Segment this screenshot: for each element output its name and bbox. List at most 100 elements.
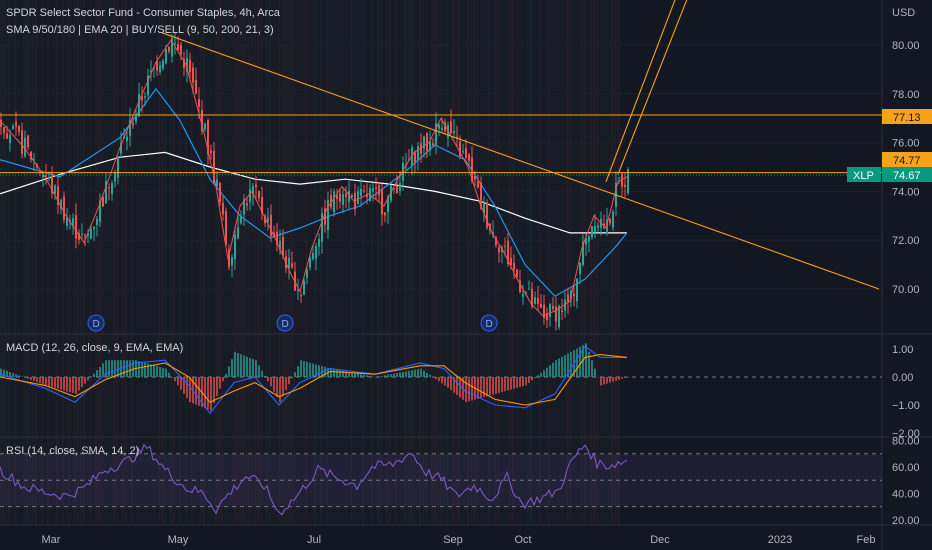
candle-body xyxy=(114,172,116,182)
candle-body xyxy=(477,181,479,188)
levels-layer xyxy=(0,114,882,176)
candle-body xyxy=(186,58,188,72)
macd-histogram-bar xyxy=(165,368,167,377)
candle-body xyxy=(225,211,227,245)
candle-body xyxy=(129,119,131,136)
chart-title[interactable]: SPDR Select Sector Fund - Consumer Stapl… xyxy=(6,7,281,19)
macd-histogram-bar xyxy=(405,371,407,377)
dividend-marker[interactable] xyxy=(87,314,105,332)
candle-body xyxy=(396,185,398,194)
macd-histogram-bar xyxy=(93,373,95,377)
candle-body xyxy=(483,203,485,214)
candle-body xyxy=(582,241,584,265)
macd-histogram-bar xyxy=(501,377,503,393)
candle-body xyxy=(96,218,98,225)
price-tick-label: 80.00 xyxy=(892,40,920,52)
price-axis[interactable]: 80.00 78.00 76.00 74.00 72.00 70.00 xyxy=(892,40,920,296)
candle-body xyxy=(516,269,518,277)
macd-histogram-bar xyxy=(396,373,398,377)
candle-body xyxy=(297,290,299,292)
macd-histogram-bar xyxy=(471,377,473,401)
macd-title[interactable]: MACD (12, 26, close, 9, EMA, EMA) xyxy=(6,342,183,354)
macd-histogram-bar xyxy=(42,377,44,385)
macd-histogram-bar xyxy=(237,353,239,377)
candle-body xyxy=(498,247,500,253)
candle-body xyxy=(357,191,359,205)
candle-body xyxy=(387,197,389,213)
candle-body xyxy=(594,226,596,232)
candle-body xyxy=(549,304,551,317)
macd-histogram-bar xyxy=(33,377,35,381)
macd-histogram-bar xyxy=(615,377,617,381)
candle-body xyxy=(195,79,197,95)
macd-histogram-bar xyxy=(351,372,353,377)
candle-body xyxy=(204,123,206,130)
candle-body xyxy=(414,152,416,163)
macd-histogram-bar xyxy=(84,377,86,384)
candle-body xyxy=(438,125,440,129)
candle-body xyxy=(234,234,236,259)
macd-histogram-bar xyxy=(528,377,530,383)
macd-histogram-bar xyxy=(438,377,440,382)
rsi-tick-label: 80.00 xyxy=(892,436,920,448)
dividend-marker[interactable] xyxy=(276,314,294,332)
macd-histogram-bar xyxy=(465,377,467,403)
dividend-marker[interactable] xyxy=(480,314,498,332)
candle-body xyxy=(276,231,278,245)
trendline-layer[interactable] xyxy=(161,0,880,290)
macd-histogram-bar xyxy=(558,358,560,377)
candle-body xyxy=(393,188,395,190)
macd-histogram-bar xyxy=(498,377,500,393)
macd-histogram-bar xyxy=(102,363,104,377)
trendline-descending[interactable] xyxy=(161,32,880,290)
candle-body xyxy=(432,143,434,146)
macd-histogram-bar xyxy=(570,351,572,377)
macd-histogram-bar xyxy=(408,370,410,377)
candle-body xyxy=(45,174,47,177)
rsi-title[interactable]: RSI (14, close, SMA, 14, 2) xyxy=(6,445,139,457)
macd-histogram-bar xyxy=(51,377,53,388)
trendline-channel-b[interactable] xyxy=(617,0,693,175)
price-tick-label: 70.00 xyxy=(892,284,920,296)
candle-body xyxy=(60,199,62,209)
indicator-legend[interactable]: SMA 9/50/180 | EMA 20 | BUY/SELL (9, 50,… xyxy=(6,24,274,36)
rsi-bands xyxy=(0,453,882,508)
macd-histogram-bar xyxy=(90,377,92,378)
macd-histogram-bar xyxy=(306,361,308,377)
resistance-price-label: 77.13 xyxy=(893,112,921,124)
candle-body xyxy=(132,122,134,126)
candle-body xyxy=(426,133,428,151)
candle-body xyxy=(66,216,68,226)
macd-histogram-bar xyxy=(609,377,611,383)
candle-body xyxy=(177,43,179,50)
macd-histogram-bar xyxy=(366,375,368,377)
last-price-badge xyxy=(882,167,932,182)
candle-body xyxy=(261,197,263,214)
macd-histogram-bar xyxy=(564,355,566,377)
macd-histogram-bar xyxy=(348,371,350,377)
trendline-channel-a[interactable] xyxy=(605,0,681,182)
candle-body xyxy=(315,246,317,259)
candle-body xyxy=(339,193,341,202)
candle-body xyxy=(24,137,26,157)
macd-axis: 1.00 0.00 −1.00 −2.00 xyxy=(892,344,920,440)
macd-histogram-bar xyxy=(477,377,479,399)
macd-histogram-bar xyxy=(153,365,155,377)
dividend-marker-label: D xyxy=(486,319,493,330)
candle-body xyxy=(207,119,209,155)
candle-body xyxy=(597,225,599,228)
candle-body xyxy=(378,185,380,196)
candle-body xyxy=(138,94,140,117)
macd-histogram-bar xyxy=(252,359,254,377)
macd-histogram-bar xyxy=(144,362,146,377)
macd-histogram-bar xyxy=(162,367,164,377)
candle-body xyxy=(510,258,512,266)
candle-body xyxy=(606,219,608,234)
ticker-badge[interactable] xyxy=(847,167,881,182)
time-axis[interactable]: Mar May Jul Sep Oct Dec 2023 Feb xyxy=(42,534,876,546)
candle-body xyxy=(558,305,560,328)
sma9-line xyxy=(0,39,628,317)
candle-body xyxy=(192,67,194,83)
candle-body xyxy=(90,229,92,239)
